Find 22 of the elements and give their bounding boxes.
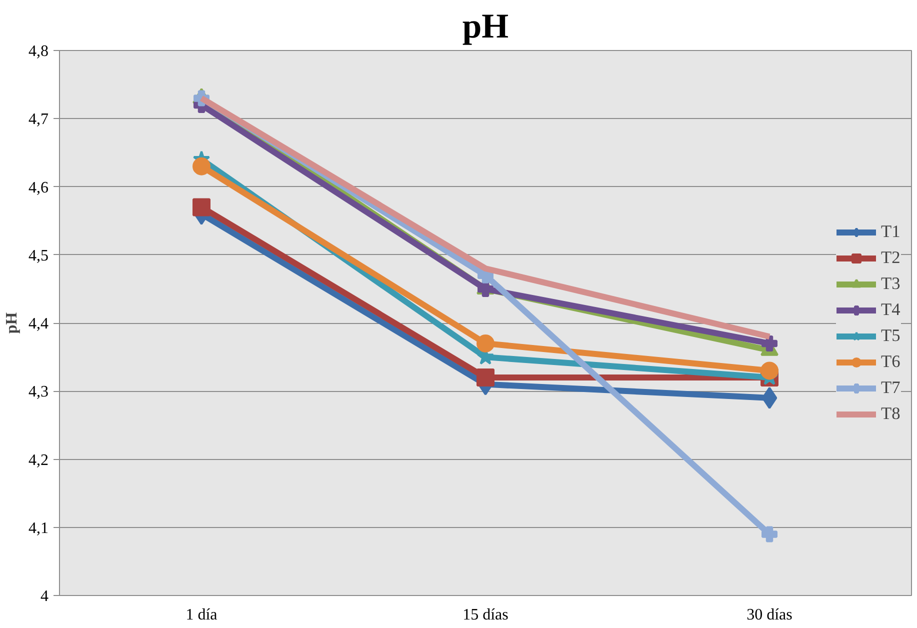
x-tick-label: 1 día <box>186 606 218 624</box>
chart-title: pH <box>462 8 509 46</box>
x-tick-label: 30 días <box>746 606 792 624</box>
y-tick-label: 4,6 <box>28 179 48 196</box>
legend-label: T3 <box>881 274 901 294</box>
y-tick-label: 4,4 <box>28 316 48 332</box>
y-tick-label: 4,8 <box>28 43 48 60</box>
y-tick-label: 4,7 <box>28 111 48 128</box>
y-tick-label: 4,1 <box>28 520 48 537</box>
legend-label: T6 <box>881 352 901 372</box>
legend-label: T2 <box>881 248 901 268</box>
legend-label: T4 <box>881 300 901 320</box>
legend-label: T7 <box>881 378 901 398</box>
legend-label: T8 <box>881 404 901 424</box>
legend-label: T5 <box>881 326 901 346</box>
y-tick-label: 4,5 <box>28 247 48 264</box>
y-axis-title: pH <box>4 312 20 334</box>
x-tick-label: 15 días <box>462 606 508 624</box>
y-tick-label: 4,2 <box>28 452 48 469</box>
y-tick-label: 4 <box>40 588 48 605</box>
legend-label: T1 <box>881 222 901 242</box>
y-tick-label: 4,3 <box>28 384 48 401</box>
